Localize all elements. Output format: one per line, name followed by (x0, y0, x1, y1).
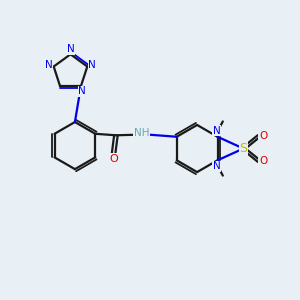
Text: N: N (88, 60, 96, 70)
Text: O: O (259, 130, 267, 141)
Text: S: S (239, 142, 247, 155)
Text: N: N (213, 161, 220, 171)
Text: N: N (67, 44, 74, 54)
Text: N: N (79, 86, 86, 96)
Text: NH: NH (134, 128, 150, 138)
Text: N: N (213, 126, 220, 136)
Text: O: O (259, 157, 267, 166)
Text: N: N (45, 60, 52, 70)
Text: O: O (109, 154, 118, 164)
